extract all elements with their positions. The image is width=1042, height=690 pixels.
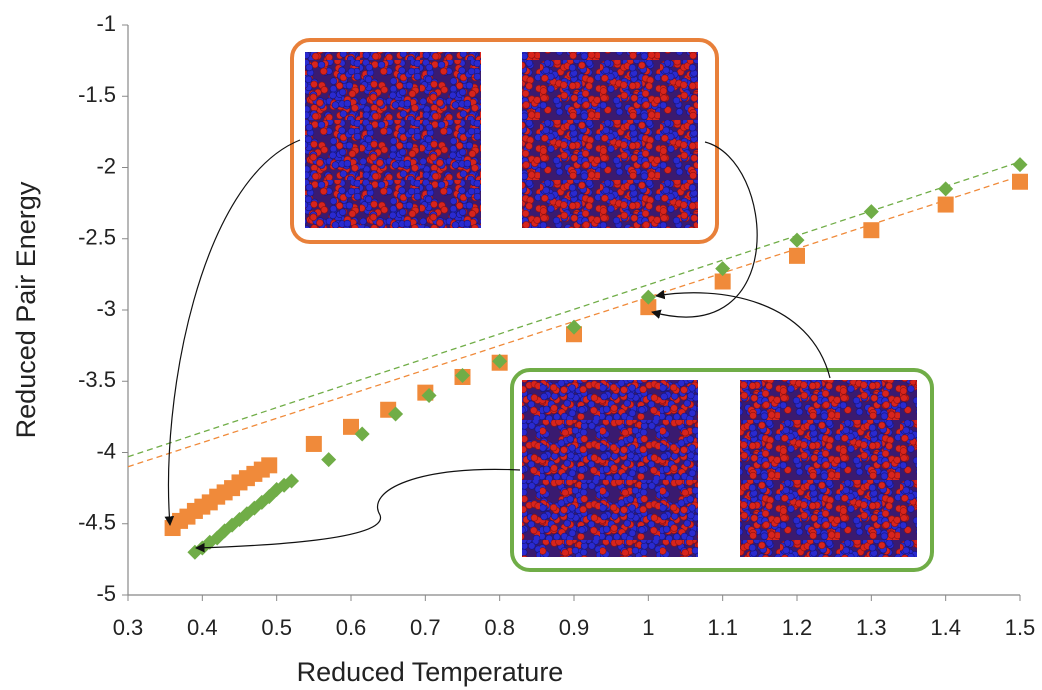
- y-tick-label: -2: [96, 153, 116, 178]
- point: [492, 353, 508, 369]
- y-tick-label: -3.5: [78, 367, 116, 392]
- point: [455, 368, 470, 384]
- point: [261, 457, 278, 474]
- x-tick-label: 0.9: [559, 615, 590, 640]
- x-tick-label: 1.4: [930, 615, 961, 640]
- x-tick-label: 0.8: [484, 615, 515, 640]
- y-tick-label: -3: [96, 296, 116, 321]
- x-tick-label: 0.7: [410, 615, 441, 640]
- inset-image: [522, 52, 698, 228]
- x-tick-label: 1.1: [707, 615, 738, 640]
- x-tick-label: 1.2: [782, 615, 813, 640]
- arrow: [164, 139, 301, 526]
- point: [232, 511, 247, 527]
- y-tick-label: -1.5: [78, 82, 116, 107]
- point: [937, 196, 954, 213]
- x-tick-label: 1.5: [1005, 615, 1036, 640]
- x-tick-label: 1.3: [856, 615, 887, 640]
- y-tick-label: -2.5: [78, 225, 116, 250]
- arrow: [651, 141, 758, 319]
- point: [354, 426, 370, 442]
- arrow: [655, 289, 831, 379]
- x-tick-label: 0.6: [336, 615, 367, 640]
- x-tick-label: 0.3: [113, 615, 144, 640]
- inset-image: [522, 380, 698, 557]
- point: [388, 406, 404, 422]
- point: [321, 452, 337, 468]
- x-tick-label: 0.4: [187, 615, 218, 640]
- point: [1012, 157, 1028, 173]
- point: [789, 232, 805, 248]
- point: [714, 273, 731, 290]
- insets: [290, 38, 934, 572]
- inset-image: [305, 52, 481, 228]
- point: [715, 261, 731, 277]
- point: [863, 222, 880, 239]
- point: [421, 388, 437, 403]
- point: [863, 204, 879, 220]
- point: [938, 181, 954, 197]
- arrow: [195, 468, 521, 553]
- y-tick-label: -4: [96, 438, 116, 463]
- y-tick-label: -5: [96, 581, 116, 606]
- y-axis-title: Reduced Pair Energy: [11, 181, 41, 438]
- point: [343, 418, 359, 435]
- point: [789, 247, 805, 264]
- x-axis-title: Reduced Temperature: [297, 657, 564, 687]
- x-tick-label: 1: [642, 615, 654, 640]
- arrows: [164, 139, 831, 553]
- inset-image: [740, 380, 917, 557]
- y-tick-label: -4.5: [78, 510, 116, 535]
- y-tick-label: -1: [96, 11, 116, 36]
- point: [239, 506, 255, 522]
- point: [1012, 173, 1028, 190]
- point: [305, 435, 322, 452]
- point: [640, 289, 656, 305]
- x-tick-label: 0.5: [261, 615, 292, 640]
- point: [566, 319, 582, 335]
- point: [284, 473, 300, 489]
